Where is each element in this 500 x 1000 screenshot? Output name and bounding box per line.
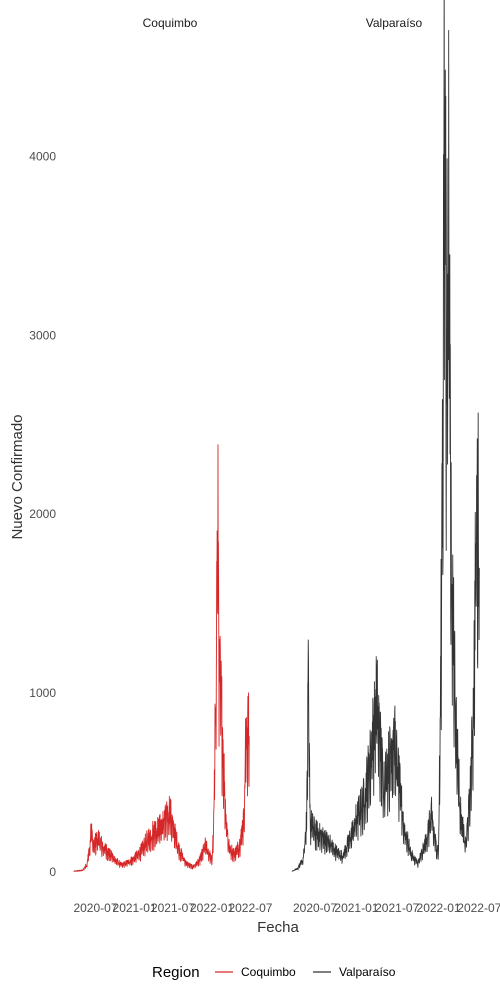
x-tick-label: 2020-07 <box>293 901 337 915</box>
facet-strip-label: Valparaíso <box>366 16 423 30</box>
legend-title: Region <box>152 964 200 981</box>
legend-items: Coquimbo Valparaíso <box>215 965 396 979</box>
x-tick-label: 2022-07 <box>457 901 500 915</box>
y-axis-ticks: 0 1000 2000 3000 4000 <box>29 149 56 879</box>
y-tick-label: 2000 <box>29 507 56 521</box>
facet-strip-label: Coquimbo <box>143 16 198 30</box>
y-axis-title: Nuevo Confirmado <box>9 414 26 539</box>
y-tick-label: 3000 <box>29 328 56 342</box>
x-tick-label: 2022-01 <box>417 901 461 915</box>
legend-label: Coquimbo <box>241 965 296 979</box>
y-tick-label: 1000 <box>29 686 56 700</box>
legend: Region Coquimbo Valparaíso <box>152 964 396 981</box>
series-line <box>292 0 479 871</box>
legend-label: Valparaíso <box>339 965 396 979</box>
series-line <box>74 445 250 872</box>
y-tick-label: 0 <box>49 865 56 879</box>
facet-strips: Coquimbo Valparaíso <box>143 16 423 30</box>
x-tick-label: 2022-07 <box>228 901 272 915</box>
x-tick-label: 2021-01 <box>334 901 378 915</box>
y-tick-label: 4000 <box>29 149 56 163</box>
x-axis-title: Fecha <box>257 919 299 936</box>
x-tick-label: 2021-07 <box>375 901 419 915</box>
x-tick-label: 2021-07 <box>151 901 195 915</box>
series-lines <box>74 0 480 872</box>
x-tick-label: 2020-07 <box>73 901 117 915</box>
